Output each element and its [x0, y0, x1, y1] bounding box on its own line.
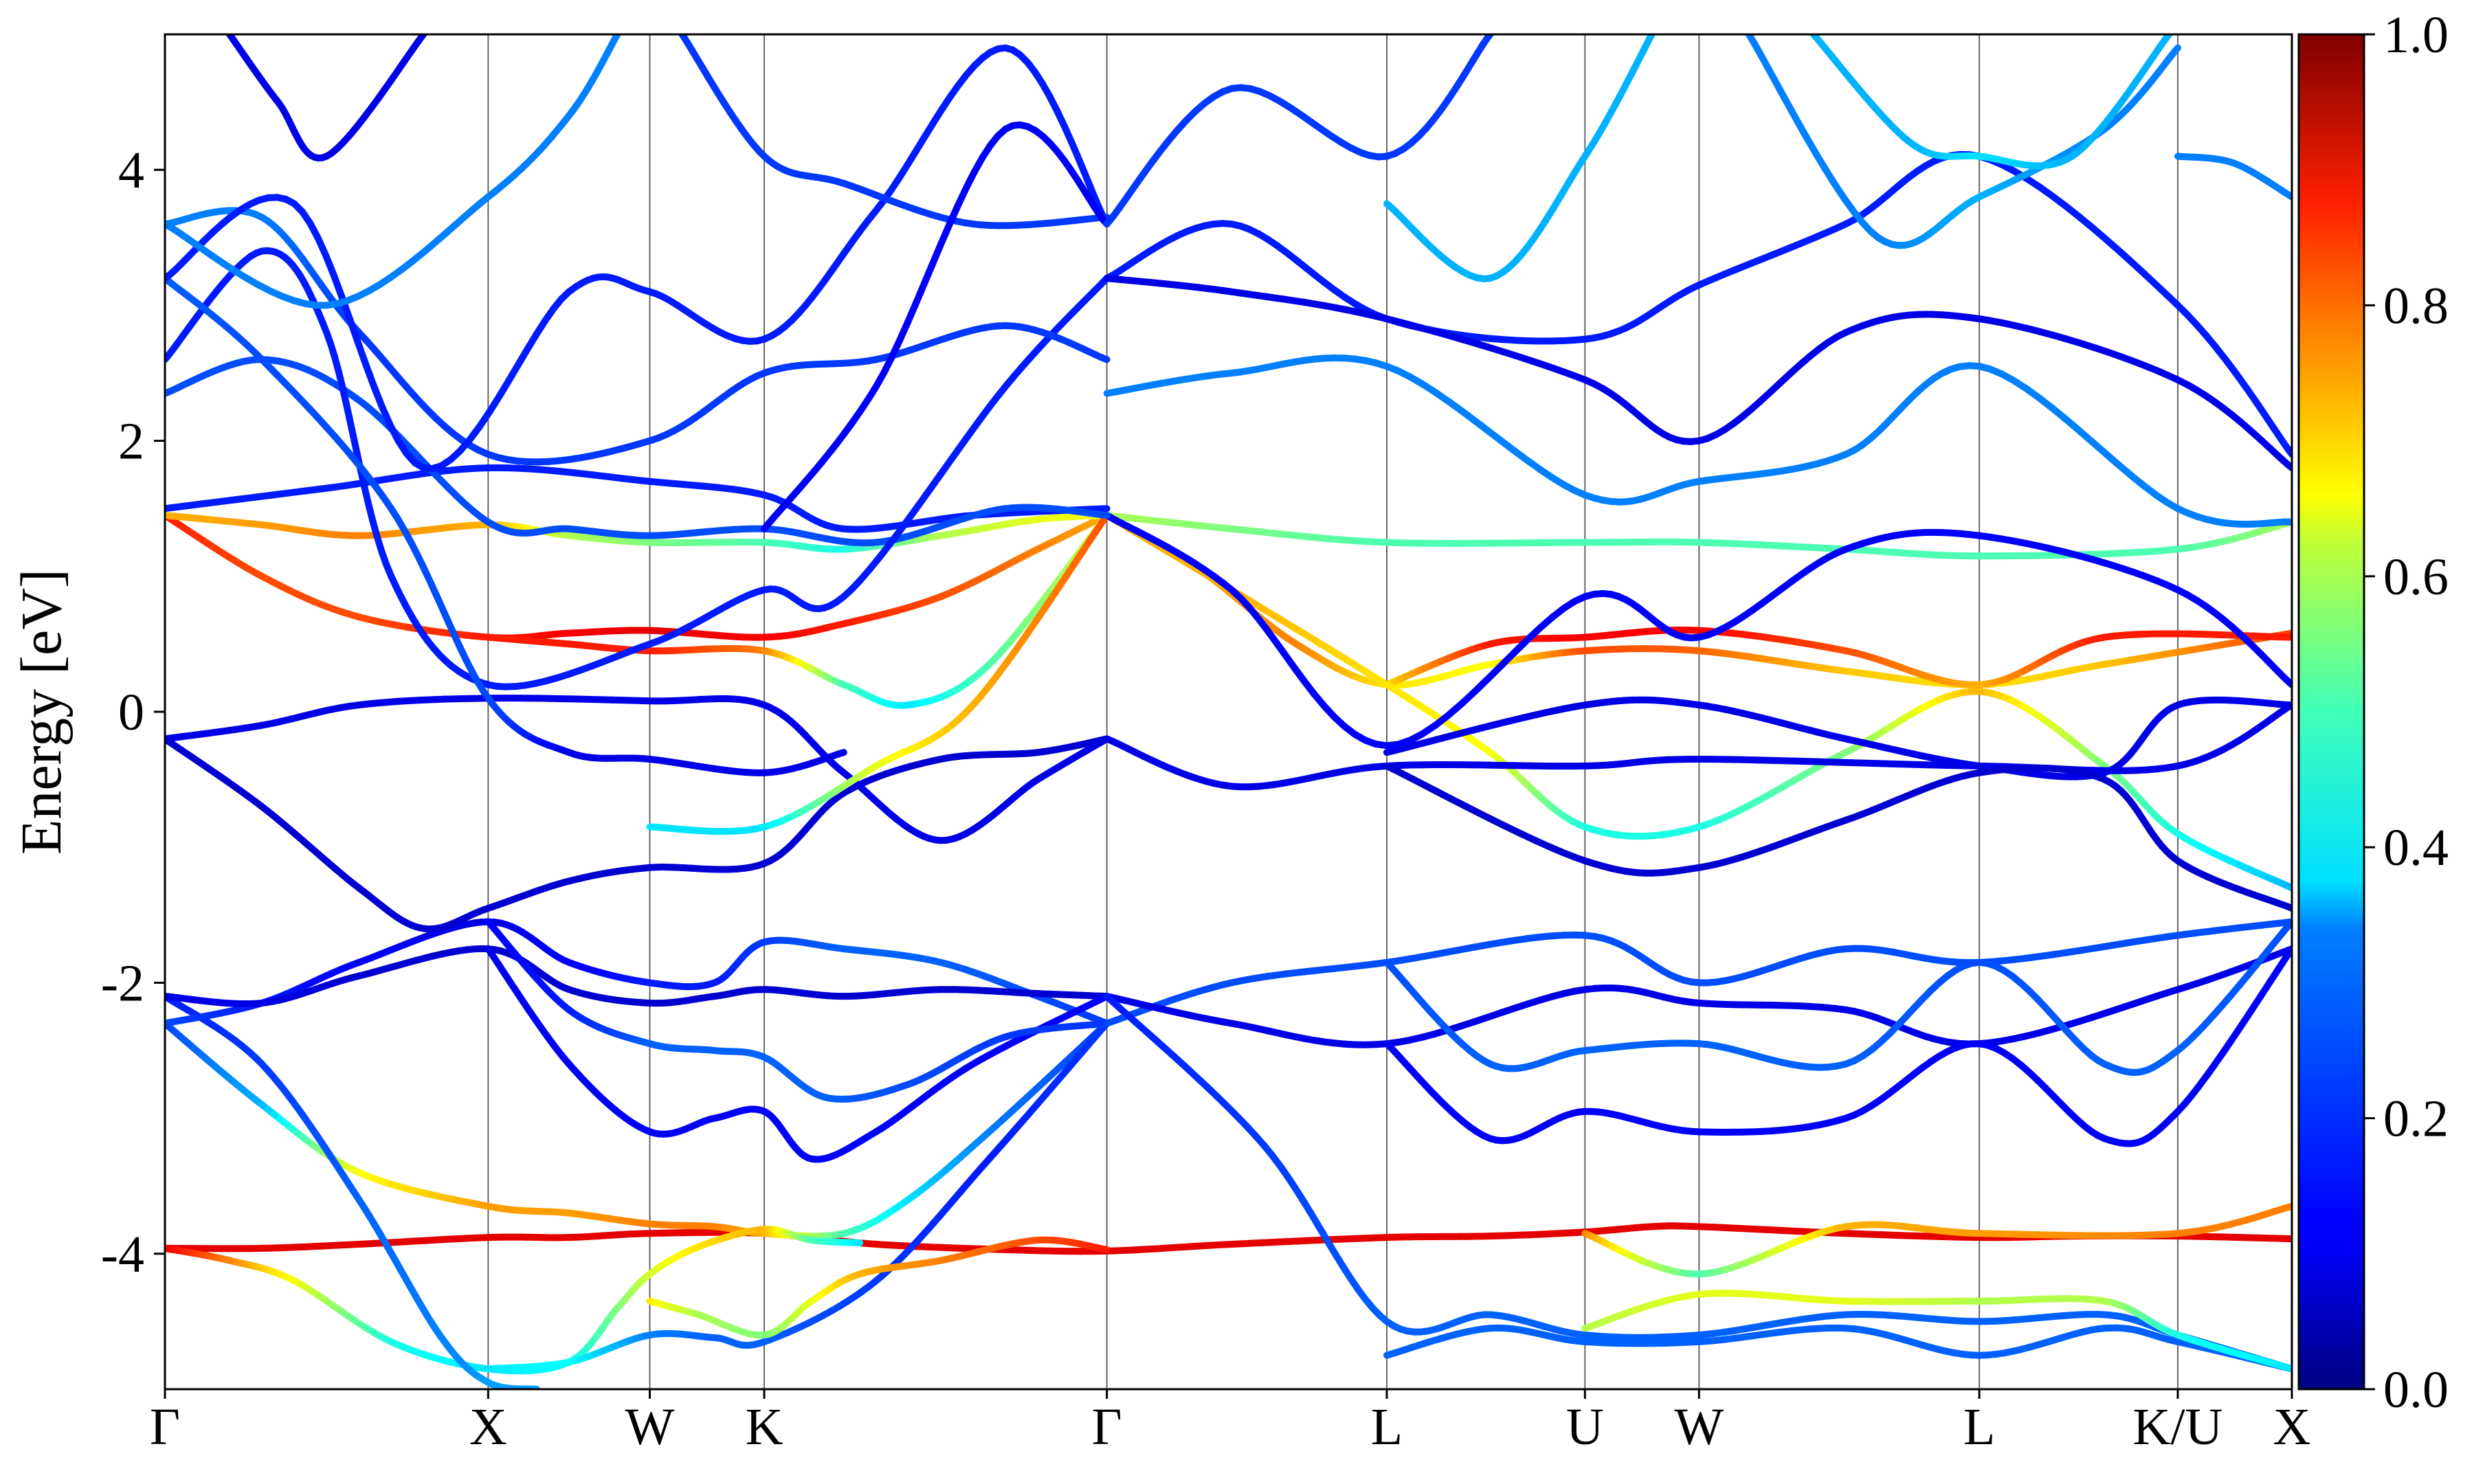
band-series [1103, 918, 2292, 1027]
band-series [165, 356, 1111, 547]
band-series [165, 1020, 1111, 1240]
band-series [1103, 701, 2292, 791]
band-series [484, 945, 1111, 1163]
band-series [1383, 627, 2292, 688]
band-series [1383, 762, 2292, 912]
band-series [165, 1226, 864, 1375]
band-series [484, 512, 1111, 709]
band-series [1383, 945, 2292, 1147]
band-series [165, 918, 1111, 1027]
band-series [646, 1236, 1111, 1339]
band-series [1103, 512, 2292, 750]
band-series [165, 274, 847, 776]
band-series [165, 207, 1111, 466]
band-series [1581, 1290, 2292, 1373]
band-series [484, 918, 1111, 1103]
band-segment [1101, 1246, 1111, 1253]
band-segment [837, 749, 847, 757]
k-point-gridlines [487, 34, 2178, 1389]
band-lines [165, 34, 2292, 1389]
band-series [1383, 696, 2292, 780]
band-series [1383, 918, 2292, 1076]
band-series [646, 512, 1111, 835]
band-series [165, 1222, 2292, 1255]
band-series [165, 993, 540, 1389]
band-series [165, 512, 1111, 553]
band-series [165, 735, 1111, 933]
band-series [165, 247, 1111, 690]
band-series [165, 945, 1111, 1008]
band-series [1581, 1202, 2292, 1278]
band-series [165, 695, 1111, 844]
band-series [484, 1020, 1111, 1373]
band-series [1383, 1324, 2292, 1373]
